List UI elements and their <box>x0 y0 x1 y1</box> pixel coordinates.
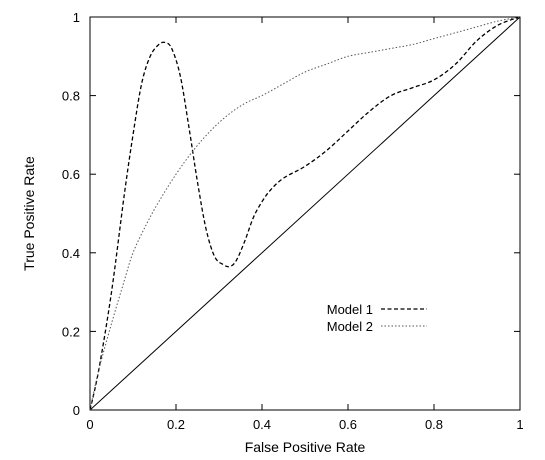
plot-frame <box>89 16 521 411</box>
series-group <box>89 16 521 411</box>
y-tick-label: 1 <box>73 10 80 25</box>
x-axis-label: False Positive Rate <box>245 439 366 455</box>
legend-label-model-1: Model 1 <box>327 302 373 317</box>
y-tick-label: 0 <box>73 403 80 418</box>
legend: Model 1 Model 2 <box>327 302 427 334</box>
x-tick-label: 1 <box>516 417 523 432</box>
y-axis-label: True Positive Rate <box>21 156 37 271</box>
legend-label-model-2: Model 2 <box>327 319 373 334</box>
x-tick-label: 0 <box>86 417 93 432</box>
x-tick-label: 0.2 <box>167 417 185 432</box>
y-tick-label: 0.2 <box>62 324 80 339</box>
x-tick-label: 0.6 <box>339 417 357 432</box>
series-line-1 <box>89 16 521 411</box>
x-tick-label: 0.4 <box>253 417 271 432</box>
series-line-2 <box>89 16 521 411</box>
y-tick-label: 0.4 <box>62 246 80 261</box>
ticks: 0 0.2 0.4 0.6 0.8 1 0 0.2 0.4 0.6 0.8 1 <box>62 10 524 432</box>
y-tick-label: 0.6 <box>62 167 80 182</box>
x-tick-label: 0.8 <box>425 417 443 432</box>
y-tick-label: 0.8 <box>62 89 80 104</box>
reference-diagonal-line <box>89 16 521 411</box>
